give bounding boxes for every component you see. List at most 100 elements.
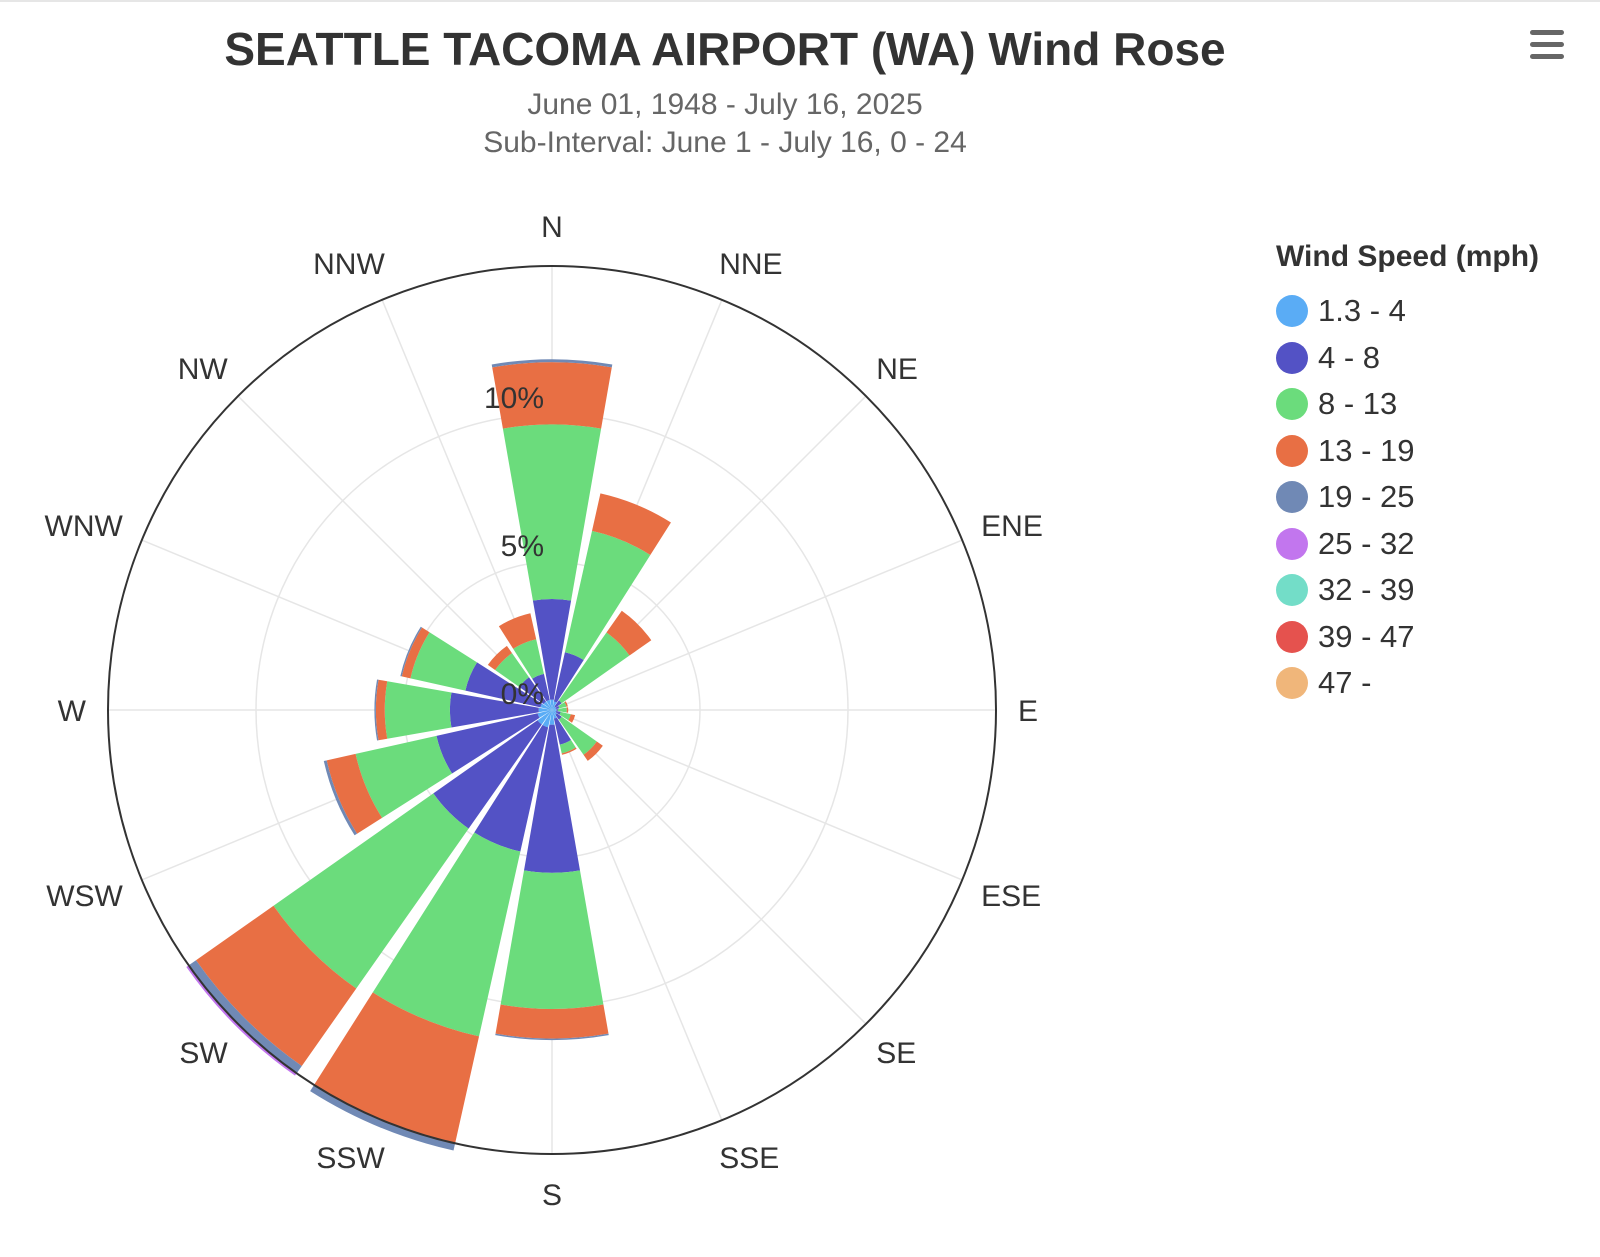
legend-title: Wind Speed (mph) [1276,240,1540,273]
wind-sector-nne [564,530,651,661]
wind-sector-e [557,707,567,713]
wind-sector-wnw [410,632,478,691]
wind-sector-nnw [498,613,537,649]
wind-sector-sse [552,710,557,719]
wind-sector-s [500,870,604,1009]
wind-sector-nnw [532,673,550,702]
grid-spoke [551,709,723,1121]
legend-label: 47 - [1318,665,1372,701]
wind-sector-nne [592,493,671,556]
wind-sector-sse [559,739,576,754]
direction-label-ene: ENE [981,510,1043,543]
legend-item[interactable]: 1.3 - 4 [1276,288,1596,335]
wind-sector-n [502,424,602,601]
wind-sector-ene [555,706,560,710]
legend-item[interactable]: 19 - 25 [1276,474,1596,521]
legend-item[interactable]: 39 - 47 [1276,614,1596,661]
direction-label-ne: NE [876,353,918,386]
wind-sector-wnw [540,703,552,710]
legend-label: 39 - 47 [1318,618,1415,654]
wind-sector-w [384,681,452,739]
legend-item[interactable]: 13 - 19 [1276,428,1596,475]
wind-sector-nne [552,701,557,710]
wind-sector-wsw [326,753,383,834]
legend-label: 1.3 - 4 [1318,293,1406,329]
wind-sector-n [550,699,554,710]
top-border [0,0,1600,2]
legend-item[interactable]: 25 - 32 [1276,521,1596,568]
wind-sector-ssw [542,710,552,728]
wind-sector-se [555,713,562,720]
wind-sector-ese [568,714,576,723]
chart-subtitle: June 01, 1948 - July 16, 2025 Sub-Interv… [0,86,1450,162]
wind-sector-wnw [401,627,430,679]
legend-item[interactable]: 8 - 13 [1276,381,1596,428]
wind-sector-sw [196,905,357,1066]
wind-sector-sw [537,710,552,725]
legend-color-dot [1276,574,1308,607]
direction-label-ese: ESE [981,880,1041,913]
wind-sector-ssw [372,832,521,1037]
wind-sector-wsw [436,713,540,774]
wind-sector-e [552,709,557,711]
outer-ring [107,265,997,1155]
wind-sector-nw [543,701,552,710]
legend-color-dot [1276,388,1308,421]
legend-items: 1.3 - 4 4 - 8 8 - 13 13 - 19 19 - 25 25 - 32 3… [1276,288,1596,707]
wind-sector-w [374,679,379,741]
direction-label-sw: SW [179,1037,228,1070]
wind-sector-nnw [546,699,552,710]
wind-sector-wsw [323,760,358,836]
direction-label-n: N [541,211,563,244]
wind-sector-w [449,692,539,728]
wind-sector-ene [552,707,557,710]
wind-sector-ne [558,632,630,704]
wind-sector-e [566,707,569,713]
wind-sector-ese [559,711,571,721]
legend-color-dot [1276,620,1308,653]
wind-sector-ne [552,706,556,710]
chart-subtitle-line: Sub-Interval: June 1 - July 16, 0 - 24 [483,126,967,159]
wind-sector-n [491,359,613,368]
legend: Wind Speed (mph) 1.3 - 4 4 - 8 8 - 13 13 - … [1276,240,1596,707]
direction-label-se: SE [876,1037,916,1070]
wind-sector-nne [553,652,584,703]
wind-sector-nw [487,645,513,671]
direction-label-wnw: WNW [45,510,124,543]
legend-label: 8 - 13 [1318,386,1398,422]
wind-sector-wsw [355,735,453,818]
direction-label-s: S [542,1179,562,1212]
hamburger-menu-icon[interactable] [1530,30,1564,60]
wind-sector-ese [555,710,561,715]
wind-sector-s [524,724,580,873]
wind-sector-s [549,710,555,725]
legend-color-dot [1276,341,1308,374]
direction-label-ssw: SSW [316,1142,385,1175]
legend-item[interactable]: 4 - 8 [1276,335,1596,382]
wind-sector-n [492,362,612,429]
direction-label-w: W [58,695,87,728]
legend-label: 4 - 8 [1318,339,1381,375]
wind-sector-n [532,599,572,700]
radial-tick-label: 10% [484,382,544,415]
wind-sector-e [556,708,558,712]
legend-item[interactable]: 32 - 39 [1276,567,1596,614]
wind-sector-ne [606,610,652,656]
wind-sector-ene [558,702,567,709]
legend-color-dot [1276,434,1308,467]
wind-sector-w [538,707,552,713]
wind-sector-sse [561,747,577,755]
radial-tick-label: 0% [501,678,544,711]
wind-sector-ene [564,701,568,707]
legend-item[interactable]: 47 - [1276,660,1596,707]
wind-sector-nw [495,653,530,688]
wind-sector-nnw [513,639,544,679]
wind-sector-s [495,1033,609,1041]
chart-subtitle-line: June 01, 1948 - July 16, 2025 [527,88,923,121]
direction-label-nw: NW [178,353,229,386]
wind-sector-sw [433,720,542,829]
wind-sector-ssw [474,724,549,852]
legend-label: 25 - 32 [1318,525,1415,561]
wind-sector-wnw [465,662,543,708]
